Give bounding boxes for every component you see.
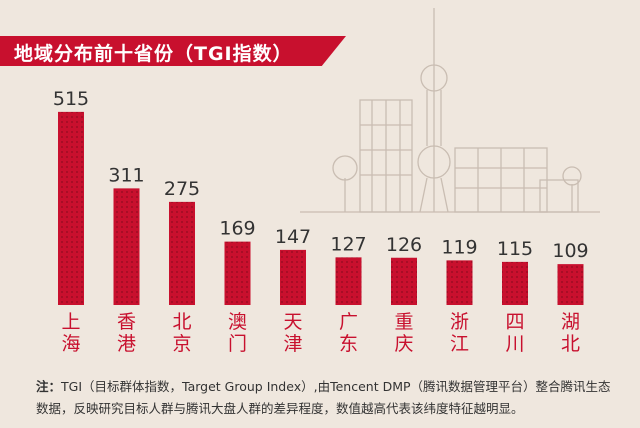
- category-label: 京: [172, 333, 191, 355]
- bar-value-label: 275: [164, 178, 200, 200]
- bar: [224, 241, 251, 305]
- bar-value-label: 147: [275, 226, 311, 248]
- category-label: 重: [394, 311, 413, 333]
- category-label: 香: [117, 311, 136, 333]
- category-label: 庆: [394, 333, 413, 355]
- category-label: 湖: [561, 311, 580, 333]
- category-label: 津: [283, 333, 302, 355]
- bar-value-label: 126: [386, 234, 422, 256]
- category-label: 天: [283, 311, 302, 333]
- chart-title: 地域分布前十省份（TGI指数）: [14, 43, 293, 65]
- category-label: 东: [339, 333, 358, 355]
- bar-value-label: 119: [441, 236, 477, 258]
- bar-value-label: 115: [497, 238, 533, 260]
- category-label: 海: [61, 333, 80, 355]
- bar: [280, 249, 306, 305]
- bar-value-label: 127: [330, 233, 366, 255]
- category-label: 四: [505, 311, 524, 333]
- category-label: 门: [228, 333, 247, 355]
- bar: [113, 188, 140, 305]
- footnote: 注：TGI（目标群体指数，Target Group Index）,由Tencen…: [36, 376, 616, 420]
- bar-value-label: 169: [219, 218, 255, 240]
- bar: [58, 111, 84, 305]
- category-label: 上: [61, 311, 80, 333]
- bar: [502, 261, 528, 305]
- skyline-illustration: [300, 8, 600, 213]
- category-label: 澳: [228, 311, 247, 333]
- bar: [557, 264, 584, 305]
- title-banner: 地域分布前十省份（TGI指数）: [0, 36, 346, 66]
- category-label: 港: [117, 333, 136, 355]
- bar: [335, 257, 362, 305]
- footnote-label: 注：: [36, 379, 62, 394]
- bar-value-label: 109: [552, 240, 588, 262]
- bar-value-label: 515: [53, 88, 89, 110]
- category-label: 川: [505, 333, 524, 355]
- bar: [446, 260, 473, 305]
- category-label: 广: [339, 311, 358, 333]
- category-label: 北: [172, 311, 191, 333]
- category-label: 浙: [450, 311, 469, 333]
- category-label: 江: [450, 333, 469, 355]
- bar: [391, 257, 417, 305]
- footnote-text: TGI（目标群体指数，Target Group Index）,由Tencent …: [36, 379, 611, 416]
- bar-value-label: 311: [108, 164, 144, 186]
- category-label: 北: [561, 333, 580, 355]
- bar: [169, 201, 195, 305]
